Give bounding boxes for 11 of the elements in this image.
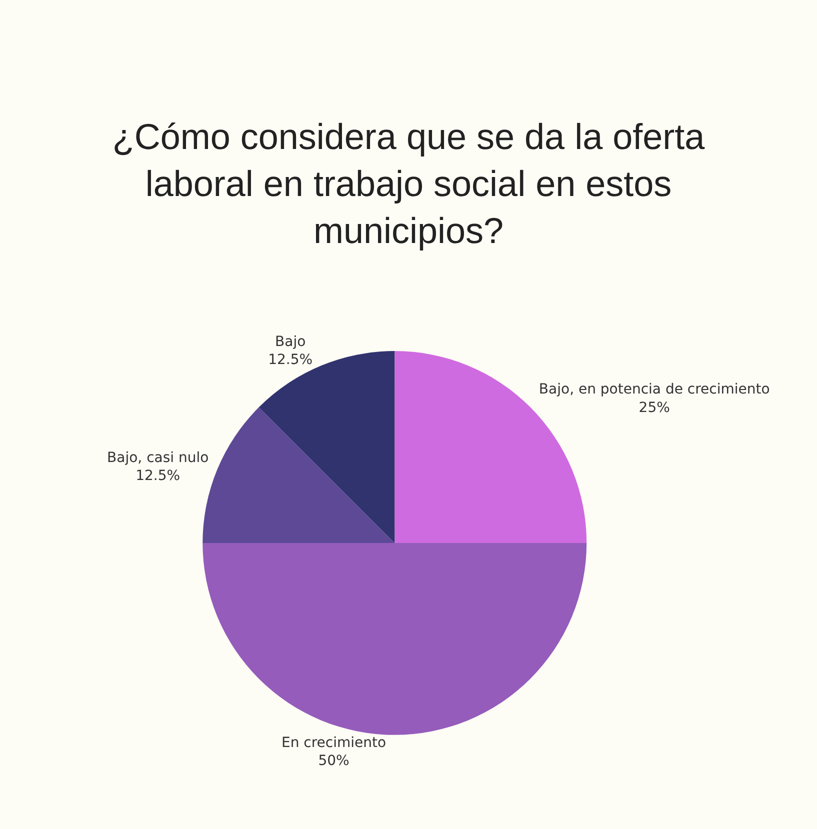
- data-label: 12.5%: [136, 468, 180, 484]
- data-label: 12.5%: [268, 352, 313, 368]
- data-label: 50%: [318, 753, 350, 770]
- slice-label: Bajo, en potencia de crecimiento: [538, 382, 770, 398]
- pie-slice: [202, 542, 587, 735]
- chart-title: ¿Cómo considera que se da la oferta laboral en trabajo social en estos municipios?: [112, 116, 706, 251]
- pie-slice: [258, 351, 395, 543]
- slice-label: Bajo: [275, 334, 306, 350]
- slice-label: Bajo, casi nulo: [107, 450, 209, 466]
- slice-label: En crecimiento: [281, 734, 386, 751]
- data-label: 25%: [638, 400, 670, 416]
